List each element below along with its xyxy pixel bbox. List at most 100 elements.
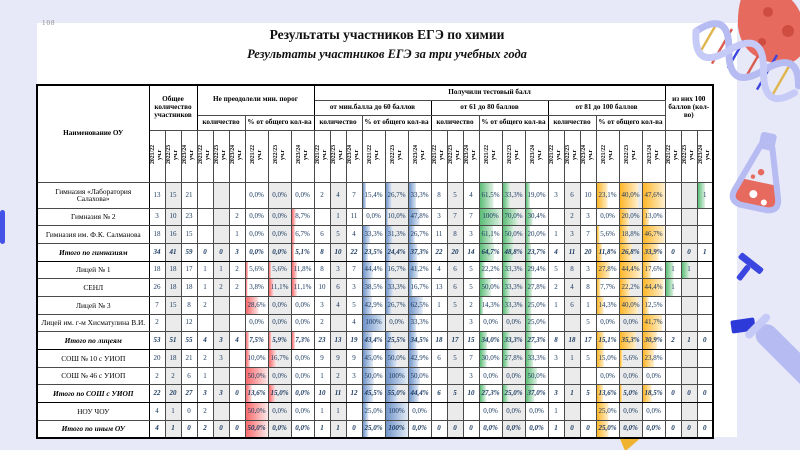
col-header-year: 2023/24 уч.г bbox=[345, 129, 363, 183]
year-label: 2022/23 уч.г bbox=[331, 145, 344, 165]
table-cell: 50,0% bbox=[244, 402, 269, 421]
col-group-total-participants: Общее количество участников bbox=[148, 84, 198, 131]
results-table: Наименование ОУ Общее количество участник… bbox=[36, 84, 714, 439]
col-group-got-test-score: Получили тестовый балл bbox=[313, 84, 666, 101]
table-cell: 26,7% bbox=[384, 181, 409, 209]
table-cell: 11 bbox=[430, 225, 448, 244]
table-cell bbox=[664, 181, 682, 209]
table-cell: 5 bbox=[547, 260, 565, 280]
table-cell: 26 bbox=[148, 278, 166, 297]
table-cell: 34,0% bbox=[478, 331, 503, 350]
table-cell: 4 bbox=[345, 225, 363, 244]
table-cell: 4 bbox=[148, 419, 166, 439]
table-cell: 0 bbox=[680, 384, 698, 404]
col-header-year: 2022/23 уч.г bbox=[563, 129, 581, 183]
table-cell: 4 bbox=[462, 181, 480, 209]
table-cell: 0,0% bbox=[478, 313, 503, 333]
table-cell: 7 bbox=[345, 181, 363, 209]
table-cell: 13,0% bbox=[641, 207, 666, 227]
table-cell: 0,0% bbox=[267, 295, 292, 315]
table-cell: 3 bbox=[313, 295, 331, 315]
table-cell: 0,0% bbox=[267, 419, 292, 439]
col-header-year: 2022/23 уч.г bbox=[501, 129, 526, 183]
table-cell bbox=[212, 207, 230, 227]
table-row-subtotal: Итого по гимназиям 34 41 59 0 0 3 0,0% 0,0% 5,1% 8… bbox=[36, 242, 714, 262]
table-cell: 8,7% bbox=[290, 207, 315, 227]
table-cell: 44,4% bbox=[618, 260, 643, 280]
school-name-cell: Итого по гимназиям bbox=[36, 242, 150, 262]
table-cell: 5,9% bbox=[267, 331, 292, 350]
table-cell: 18 bbox=[180, 278, 198, 297]
table-cell bbox=[430, 313, 448, 333]
table-cell: 22 bbox=[345, 242, 363, 262]
table-cell: 8 bbox=[563, 260, 581, 280]
table-cell: 1 bbox=[196, 366, 214, 386]
table-cell: 20 bbox=[446, 242, 464, 262]
table-cell: 1 bbox=[696, 181, 714, 209]
col-header-year: 2022/23 уч.г bbox=[212, 129, 230, 183]
table-cell bbox=[196, 313, 214, 333]
school-name-cell: Итого по лицеям bbox=[36, 331, 150, 350]
table-cell: 3 bbox=[462, 366, 480, 386]
table-cell bbox=[680, 313, 698, 333]
table-cell: 12 bbox=[180, 313, 198, 333]
year-label: 2023/24 уч.г bbox=[464, 145, 477, 165]
table-cell: 26,8% bbox=[618, 242, 643, 262]
table-cell: 2 bbox=[329, 366, 347, 386]
table-cell: 0,0% bbox=[244, 242, 269, 262]
table-cell: 6 bbox=[446, 260, 464, 280]
year-label: 2022/23 уч.г bbox=[214, 145, 227, 165]
table-cell bbox=[680, 349, 698, 368]
table-cell: 2 bbox=[212, 278, 230, 297]
table-cell: 34 bbox=[148, 242, 166, 262]
table-cell: 50,0% bbox=[361, 366, 386, 386]
col-header-year: 2023/24 уч.г bbox=[407, 129, 432, 183]
table-cell: 4 bbox=[563, 278, 581, 297]
table-cell: 44,4% bbox=[641, 278, 666, 297]
table-cell: 53 bbox=[148, 331, 166, 350]
page-number: 108 bbox=[42, 19, 56, 27]
table-cell: 1 bbox=[664, 278, 682, 297]
school-name-cell: НОУ ЧОУ bbox=[36, 402, 150, 421]
table-cell: 1 bbox=[313, 419, 331, 439]
year-label: 2023/24 уч.г bbox=[295, 145, 309, 165]
table-cell: 29,4% bbox=[524, 260, 549, 280]
table-cell: 37,3% bbox=[407, 242, 432, 262]
table-cell: 26,7% bbox=[407, 225, 432, 244]
table-cell: 12,5% bbox=[641, 295, 666, 315]
table-cell: 1 bbox=[313, 402, 331, 421]
table-cell bbox=[563, 402, 581, 421]
table-cell: 0,0% bbox=[267, 242, 292, 262]
col-header-year: 2022/23 уч.г bbox=[329, 129, 347, 183]
table-cell bbox=[462, 402, 480, 421]
table-cell: 5 bbox=[462, 260, 480, 280]
table-cell: 0 bbox=[345, 419, 363, 439]
col-subgroup-count: количество bbox=[547, 114, 597, 131]
table-cell: 0,0% bbox=[244, 207, 269, 227]
table-cell: 0 bbox=[664, 419, 682, 439]
table-row: Гимназия им. Ф.К. Салманова 18 16 15 1 0,0% 0,… bbox=[36, 225, 714, 244]
school-name-cell: Лицей № 3 bbox=[36, 295, 150, 315]
table-cell: 0,0% bbox=[290, 295, 315, 315]
table-cell: 3 bbox=[462, 225, 480, 244]
year-label: 2022/23 уч.г bbox=[448, 145, 461, 165]
table-cell: 6 bbox=[180, 366, 198, 386]
table-cell: 33,3% bbox=[501, 260, 526, 280]
table-cell: 23,7% bbox=[524, 242, 549, 262]
slide-title: Результаты участников ЕГЭ по химии bbox=[269, 27, 505, 42]
table-row: Гимназия № 2 3 10 23 2 0,0% 0,0% 8,7% 1 11 0,0% 10,… bbox=[36, 207, 714, 227]
table-cell: 20 bbox=[164, 384, 182, 404]
table-cell: 0,0% bbox=[267, 207, 292, 227]
table-cell: 44,4% bbox=[407, 384, 432, 404]
table-cell bbox=[196, 181, 214, 209]
table-row: СОШ № 46 с УИОП 2 2 6 1 50,0% 0,0% 0,0% 1 2 3 50,0%… bbox=[36, 366, 714, 386]
col-group-100-points: из них 100 баллов (кол-во) bbox=[664, 84, 714, 131]
table-cell: 23,1% bbox=[595, 181, 620, 209]
table-cell: 19,0% bbox=[524, 181, 549, 209]
table-cell: 8 bbox=[579, 278, 597, 297]
table-cell: 14 bbox=[462, 242, 480, 262]
table-cell bbox=[228, 295, 246, 315]
year-label: 2021/22 уч.г bbox=[249, 145, 263, 165]
table-cell: 7 bbox=[345, 260, 363, 280]
year-label: 2022/23 уч.г bbox=[272, 145, 286, 165]
